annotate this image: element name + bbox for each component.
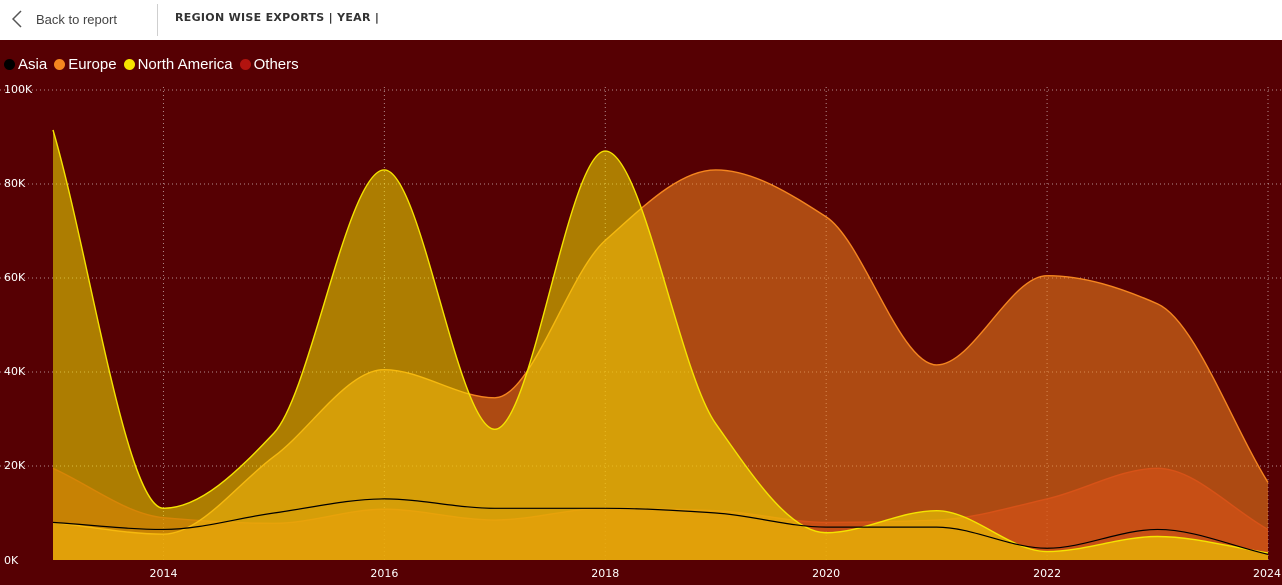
y-tick-label: 0K — [4, 554, 19, 567]
legend-item-asia[interactable]: Asia — [4, 56, 47, 73]
legend-item-north-america[interactable]: North America — [123, 55, 233, 73]
y-tick-label: 100K — [4, 83, 33, 96]
area-chart: 0K 20K 40K 60K 80K 100K 2014 2016 2018 2020 2022 20… — [0, 83, 1282, 580]
axis-labels: 0K 20K 40K 60K 80K 100K 2014 2016 2018 2020 2022 20… — [4, 83, 1281, 580]
back-label: Back to report — [36, 11, 117, 27]
legend-marker-others — [239, 58, 251, 70]
back-to-report-button[interactable]: Back to report — [12, 0, 117, 38]
legend-label-europe: Europe — [68, 55, 117, 73]
chevron-left-icon — [12, 10, 22, 28]
x-tick-label: 2014 — [149, 567, 177, 580]
x-tick-label: 2022 — [1033, 567, 1061, 580]
x-tick-label: 2018 — [591, 567, 619, 580]
x-tick-label: 2024 — [1253, 567, 1281, 580]
series-area-north-america[interactable] — [53, 129, 1268, 560]
page-title: REGION WISE EXPORTS | YEAR | — [175, 11, 380, 24]
legend-item-europe[interactable]: Europe — [54, 55, 117, 73]
x-tick-label: 2020 — [812, 567, 840, 580]
legend-marker-europe — [54, 58, 66, 70]
chart-legend: Asia Europe North America Others — [4, 53, 306, 75]
legend-marker-north-america — [123, 58, 135, 70]
legend-label-asia: Asia — [18, 55, 48, 73]
y-tick-label: 80K — [4, 177, 26, 190]
series-line-north-america[interactable] — [52, 129, 1269, 554]
series-areas — [52, 129, 1269, 560]
legend-label-north-america: North America — [137, 55, 233, 73]
top-bar: Back to report REGION WISE EXPORTS | YEA… — [0, 0, 1282, 40]
legend-item-others[interactable]: Others — [239, 55, 299, 73]
legend-label-others: Others — [253, 55, 299, 73]
legend-marker-asia — [4, 58, 15, 70]
y-tick-label: 20K — [4, 459, 26, 472]
series-line-asia[interactable] — [52, 498, 1269, 555]
y-tick-label: 40K — [4, 365, 26, 378]
x-tick-label: 2016 — [370, 567, 398, 580]
divider — [157, 4, 158, 36]
y-tick-label: 60K — [4, 271, 26, 284]
